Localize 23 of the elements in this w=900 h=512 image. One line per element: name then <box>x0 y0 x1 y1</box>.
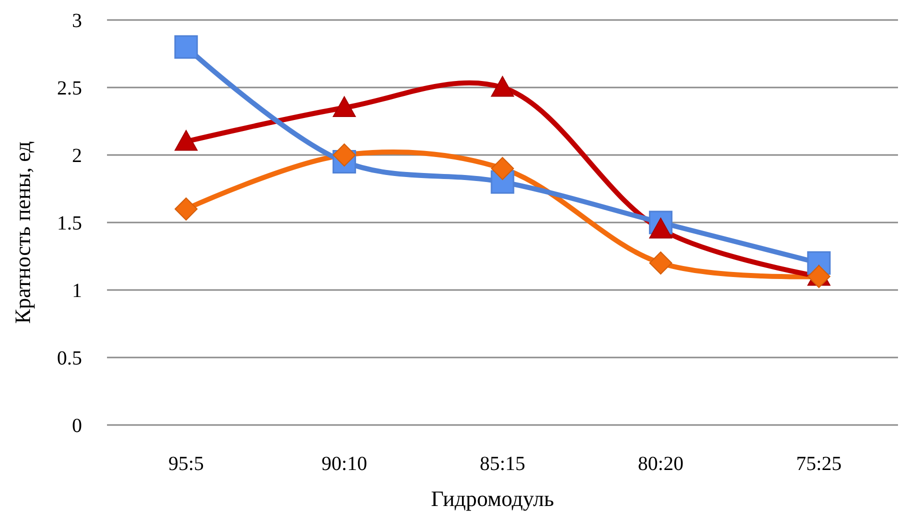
point <box>491 157 514 180</box>
point <box>174 130 198 151</box>
point <box>332 96 356 118</box>
y-tick-label: 3 <box>72 10 82 32</box>
x-axis-title: Гидромодуль <box>431 486 554 511</box>
y-tick-label: 1.5 <box>57 212 82 234</box>
y-tick-label: 0.5 <box>57 348 82 370</box>
x-tick-label: 95:5 <box>168 453 204 475</box>
y-axis-title: Кратность пены, ед <box>10 141 35 324</box>
x-tick-label: 85:15 <box>480 453 526 475</box>
point <box>491 76 514 97</box>
y-tick-label: 2.5 <box>57 78 82 100</box>
y-tick-label: 2 <box>72 145 82 167</box>
x-tick-label: 80:20 <box>638 453 684 475</box>
point <box>649 218 672 239</box>
y-tick-label: 1 <box>72 280 82 302</box>
point <box>174 198 198 220</box>
point <box>174 35 198 59</box>
x-tick-label: 90:10 <box>322 453 368 475</box>
y-tick-label: 0 <box>72 415 82 437</box>
x-tick-label: 75:25 <box>796 453 842 475</box>
point <box>649 252 672 274</box>
point <box>332 144 356 166</box>
